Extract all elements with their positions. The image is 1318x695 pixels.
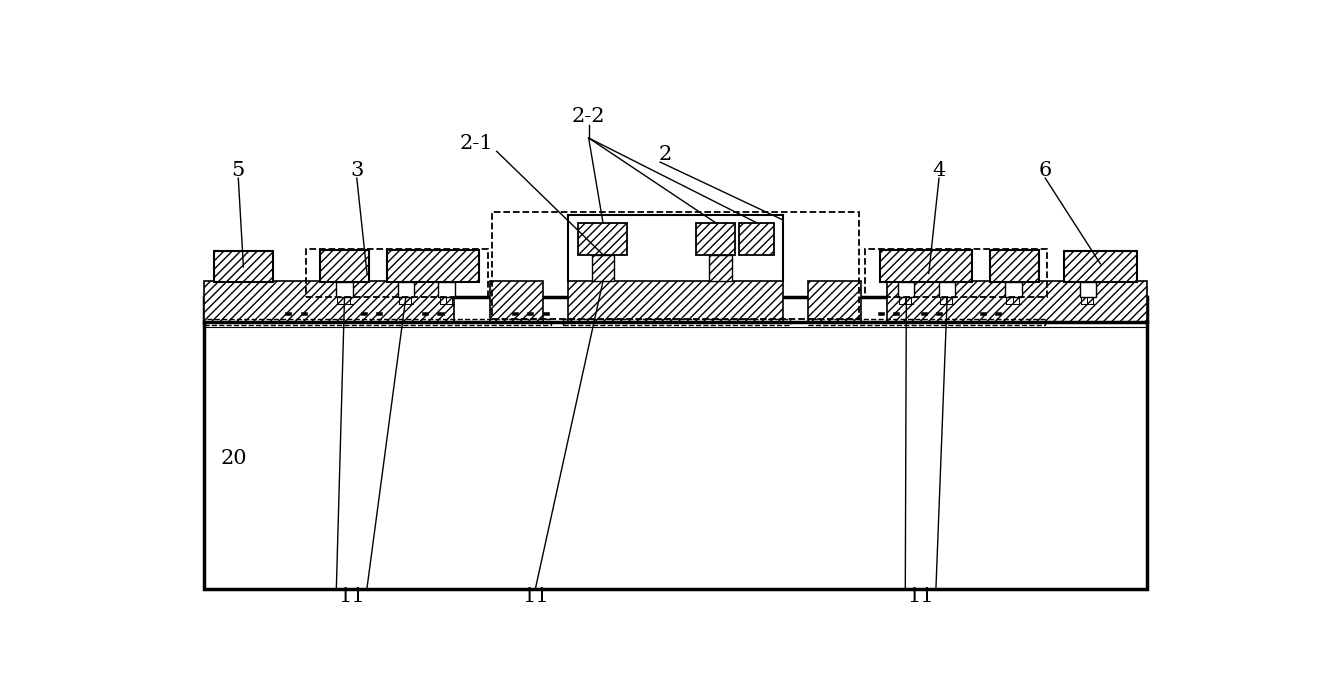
Text: 20: 20	[221, 448, 248, 468]
Text: 11: 11	[522, 587, 548, 605]
Bar	[936, 311, 942, 316]
Bar	[898, 282, 915, 297]
Bar	[320, 250, 369, 282]
Bar	[203, 319, 551, 325]
Bar	[592, 254, 614, 281]
Bar	[995, 311, 1002, 316]
Bar	[1006, 282, 1021, 297]
Text: 4: 4	[932, 161, 945, 179]
Bar	[979, 311, 986, 316]
Bar	[301, 311, 307, 316]
Text: 11: 11	[339, 587, 365, 605]
Bar	[203, 297, 1148, 589]
Bar	[709, 254, 731, 281]
Bar	[866, 250, 1048, 297]
Bar	[489, 281, 543, 322]
Bar	[1079, 282, 1097, 297]
Text: 3: 3	[351, 161, 364, 179]
Bar	[1064, 252, 1137, 282]
Bar	[808, 281, 862, 322]
Bar	[880, 250, 971, 282]
Text: 2-1: 2-1	[460, 134, 493, 153]
Text: 5: 5	[232, 161, 245, 179]
Text: 11: 11	[907, 587, 934, 605]
Bar	[438, 311, 444, 316]
Bar	[336, 282, 353, 297]
Bar	[527, 311, 534, 316]
Bar	[571, 215, 780, 280]
Bar	[696, 222, 734, 254]
Bar	[543, 311, 548, 316]
Bar	[563, 319, 789, 325]
Text: 6: 6	[1039, 161, 1052, 179]
Bar	[568, 281, 783, 322]
Bar	[938, 282, 956, 297]
Bar	[920, 311, 927, 316]
Bar	[361, 311, 366, 316]
Bar	[214, 252, 273, 282]
Bar	[990, 250, 1039, 282]
Bar	[513, 311, 518, 316]
Bar	[739, 222, 774, 254]
Bar	[398, 282, 414, 297]
Text: 2: 2	[659, 145, 672, 163]
Bar	[306, 250, 488, 297]
Bar	[203, 281, 453, 322]
Bar	[894, 311, 899, 316]
Bar	[887, 281, 1148, 322]
Bar	[387, 250, 480, 282]
Bar	[376, 311, 382, 316]
Bar	[808, 319, 1045, 325]
Bar	[492, 212, 859, 319]
Bar	[285, 311, 291, 316]
Text: 2-2: 2-2	[572, 107, 605, 126]
Bar	[422, 311, 428, 316]
Bar	[579, 222, 627, 254]
Bar	[878, 311, 884, 316]
Bar	[439, 282, 455, 297]
